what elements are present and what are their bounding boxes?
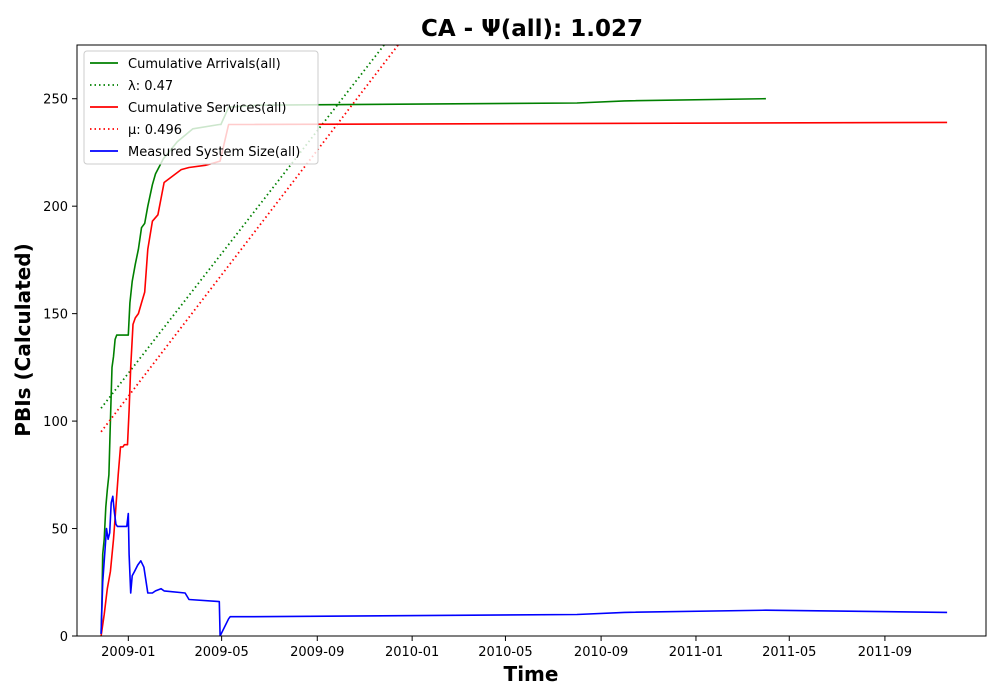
legend-box bbox=[83, 50, 319, 165]
chart-title: CA - Ψ(all): 1.027 bbox=[421, 16, 643, 42]
x-tick-label: 2011-05 bbox=[762, 645, 816, 660]
series-line-3 bbox=[100, 45, 399, 433]
legend: Cumulative Arrivals(all) λ: 0.47 Cumulativ… bbox=[83, 50, 319, 165]
x-axis-label: Time bbox=[504, 662, 559, 686]
x-tick-label: 2009-01 bbox=[101, 645, 155, 660]
x-axis: 2009-01 2009-05 2009-09 2010-01 2010-05 2010-… bbox=[101, 636, 912, 660]
y-tick-label: 0 bbox=[60, 630, 68, 645]
y-tick-label: 150 bbox=[43, 308, 68, 323]
legend-label-1: λ: 0.47 bbox=[128, 79, 173, 94]
legend-label-3: μ: 0.496 bbox=[128, 123, 182, 138]
series-line-1 bbox=[100, 45, 385, 409]
x-tick-label: 2009-05 bbox=[194, 645, 248, 660]
series-line-4 bbox=[100, 495, 948, 636]
y-tick-label: 200 bbox=[43, 200, 68, 215]
series-line-0 bbox=[100, 97, 766, 634]
y-tick-label: 50 bbox=[51, 523, 68, 538]
x-tick-label: 2009-09 bbox=[290, 645, 344, 660]
y-tick-label: 100 bbox=[43, 415, 68, 430]
legend-label-2: Cumulative Services(all) bbox=[128, 101, 286, 116]
x-tick-label: 2011-09 bbox=[858, 645, 912, 660]
y-axis-label: PBIs (Calculated) bbox=[11, 243, 35, 436]
y-axis: 0 50 100 150 200 250 bbox=[43, 93, 77, 645]
plot-frame bbox=[76, 44, 987, 637]
legend-label-0: Cumulative Arrivals(all) bbox=[128, 57, 281, 72]
y-tick-label: 250 bbox=[43, 93, 68, 108]
x-tick-label: 2011-01 bbox=[669, 645, 723, 660]
x-tick-label: 2010-05 bbox=[478, 645, 532, 660]
x-tick-label: 2010-09 bbox=[574, 645, 628, 660]
legend-label-4: Measured System Size(all) bbox=[128, 145, 300, 160]
series-line-2 bbox=[100, 121, 948, 636]
x-tick-label: 2010-01 bbox=[385, 645, 439, 660]
